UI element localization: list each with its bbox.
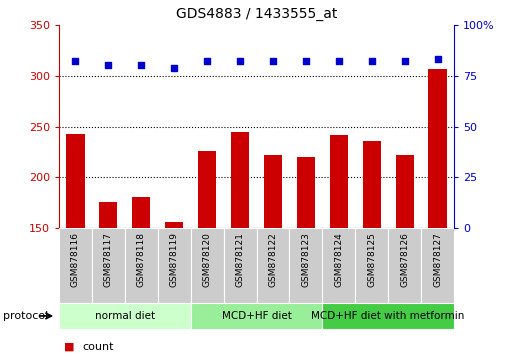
- Text: GSM878118: GSM878118: [137, 232, 146, 287]
- Bar: [158, 228, 191, 303]
- Text: GSM878116: GSM878116: [71, 232, 80, 287]
- Bar: [59, 228, 92, 303]
- Bar: [355, 228, 388, 303]
- Point: [71, 58, 80, 64]
- Bar: [125, 228, 158, 303]
- Text: MCD+HF diet with metformin: MCD+HF diet with metformin: [311, 311, 465, 321]
- Title: GDS4883 / 1433555_at: GDS4883 / 1433555_at: [176, 7, 337, 21]
- Bar: [92, 228, 125, 303]
- Text: GSM878126: GSM878126: [400, 232, 409, 287]
- Point: [334, 58, 343, 64]
- Text: GSM878124: GSM878124: [334, 232, 343, 287]
- Bar: [322, 303, 454, 329]
- Bar: [421, 228, 454, 303]
- Point: [433, 57, 442, 62]
- Text: count: count: [82, 342, 113, 352]
- Text: GSM878120: GSM878120: [203, 232, 212, 287]
- Point: [137, 63, 145, 68]
- Bar: [198, 151, 216, 228]
- Bar: [231, 132, 249, 228]
- Bar: [59, 303, 191, 329]
- Bar: [256, 228, 289, 303]
- Bar: [224, 228, 256, 303]
- Bar: [322, 228, 355, 303]
- Point: [170, 65, 179, 70]
- Text: MCD+HF diet: MCD+HF diet: [222, 311, 291, 321]
- Bar: [191, 303, 322, 329]
- Point: [401, 58, 409, 64]
- Text: normal diet: normal diet: [95, 311, 155, 321]
- Text: GSM878117: GSM878117: [104, 232, 113, 287]
- Bar: [388, 228, 421, 303]
- Bar: [66, 134, 85, 228]
- Text: ■: ■: [64, 342, 74, 352]
- Text: GSM878123: GSM878123: [301, 232, 310, 287]
- Bar: [396, 155, 413, 228]
- Bar: [330, 135, 348, 228]
- Bar: [428, 69, 447, 228]
- Point: [302, 58, 310, 64]
- Text: GSM878119: GSM878119: [170, 232, 179, 287]
- Bar: [191, 228, 224, 303]
- Text: protocol: protocol: [3, 311, 48, 321]
- Bar: [100, 202, 117, 228]
- Point: [269, 58, 277, 64]
- Bar: [363, 141, 381, 228]
- Text: GSM878125: GSM878125: [367, 232, 376, 287]
- Bar: [289, 228, 322, 303]
- Bar: [264, 155, 282, 228]
- Text: GSM878122: GSM878122: [268, 232, 278, 287]
- Point: [236, 58, 244, 64]
- Point: [203, 58, 211, 64]
- Bar: [132, 197, 150, 228]
- Point: [104, 63, 112, 68]
- Bar: [297, 157, 315, 228]
- Text: GSM878121: GSM878121: [235, 232, 245, 287]
- Bar: [165, 222, 183, 228]
- Text: GSM878127: GSM878127: [433, 232, 442, 287]
- Point: [368, 58, 376, 64]
